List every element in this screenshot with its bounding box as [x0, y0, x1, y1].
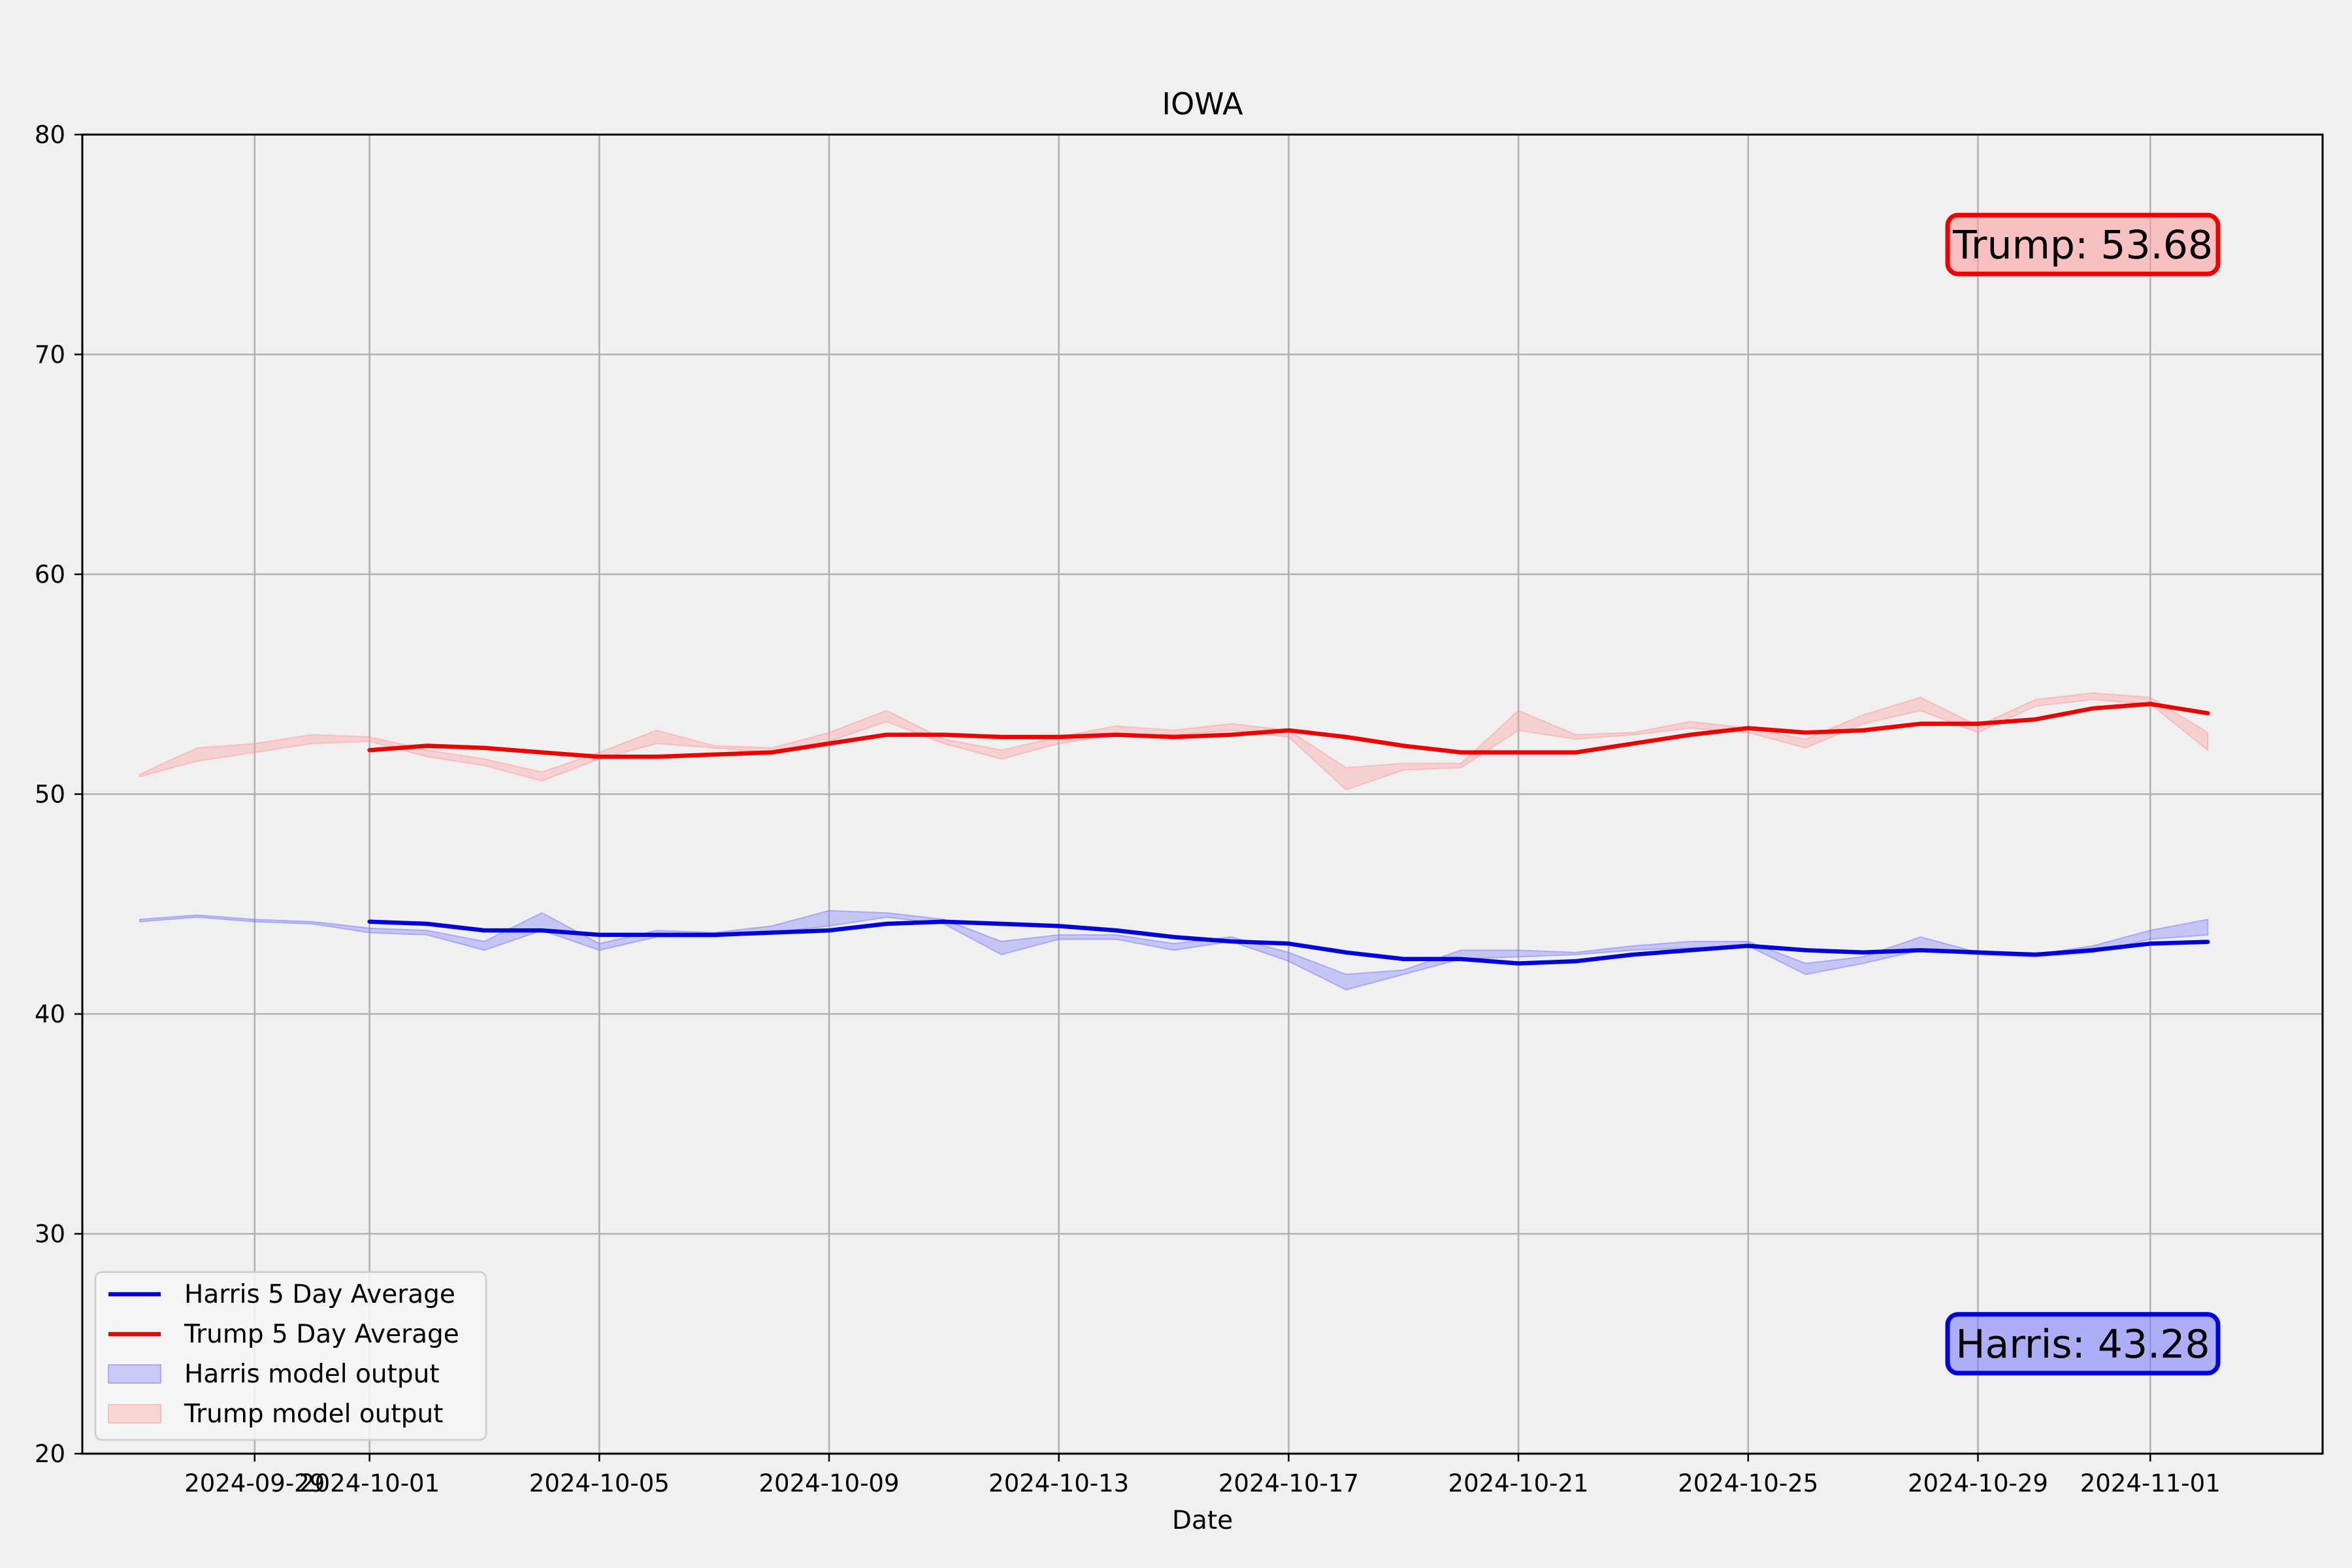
- trump-5-day-average-line: [367, 702, 2210, 759]
- y-tick-label: 70: [35, 341, 65, 369]
- x-tick-label: 2024-10-13: [988, 1469, 1129, 1497]
- legend-label: Harris 5 Day Average: [184, 1280, 455, 1309]
- legend: Harris 5 Day Average Trump 5 Day Average H…: [94, 1271, 487, 1441]
- chart-title: IOWA: [1162, 86, 1243, 122]
- harris-5-day-average-line: [367, 919, 2210, 966]
- legend-label: Trump model output: [184, 1399, 443, 1429]
- trump-value-badge-box: [1945, 212, 2221, 276]
- y-tick-label: 30: [35, 1220, 65, 1249]
- x-tick-label: 2024-10-01: [299, 1469, 440, 1497]
- y-tick-label: 50: [35, 781, 65, 809]
- harris-value-badge-text: Harris: 43.28: [1955, 1322, 2210, 1367]
- y-tick-label: 60: [35, 561, 65, 589]
- legend-label: Harris model output: [184, 1360, 440, 1389]
- legend-label: Trump 5 Day Average: [184, 1320, 459, 1349]
- x-tick-label: 2024-10-17: [1218, 1469, 1359, 1497]
- y-tick-label: 80: [35, 121, 65, 149]
- x-tick-label: 2024-10-05: [529, 1469, 670, 1497]
- harris-value-badge-box: [1945, 1312, 2221, 1376]
- x-tick-label: 2024-10-29: [1908, 1469, 2048, 1497]
- harris-legend-patch: [108, 1364, 161, 1384]
- y-tick-label: 40: [35, 1000, 65, 1028]
- y-tick-label: 20: [35, 1440, 65, 1468]
- x-tick-label: 2024-10-09: [759, 1469, 899, 1497]
- trump-legend-patch: [108, 1404, 161, 1424]
- x-tick-label: 2024-10-25: [1678, 1469, 1818, 1497]
- average-lines: [367, 702, 2210, 966]
- trump-value-badge-text: Trump: 53.68: [1952, 222, 2213, 268]
- legend-box: [94, 1271, 487, 1441]
- x-tick-label: 2024-11-01: [2080, 1469, 2221, 1497]
- value-badges: Trump: 53.68 Harris: 43.28: [1945, 212, 2221, 1376]
- grid: [82, 135, 2323, 1454]
- x-axis-title: Date: [1172, 1506, 1233, 1535]
- x-tick-label: 2024-10-21: [1448, 1469, 1589, 1497]
- x-tick-label: 2024-09-29: [184, 1469, 325, 1497]
